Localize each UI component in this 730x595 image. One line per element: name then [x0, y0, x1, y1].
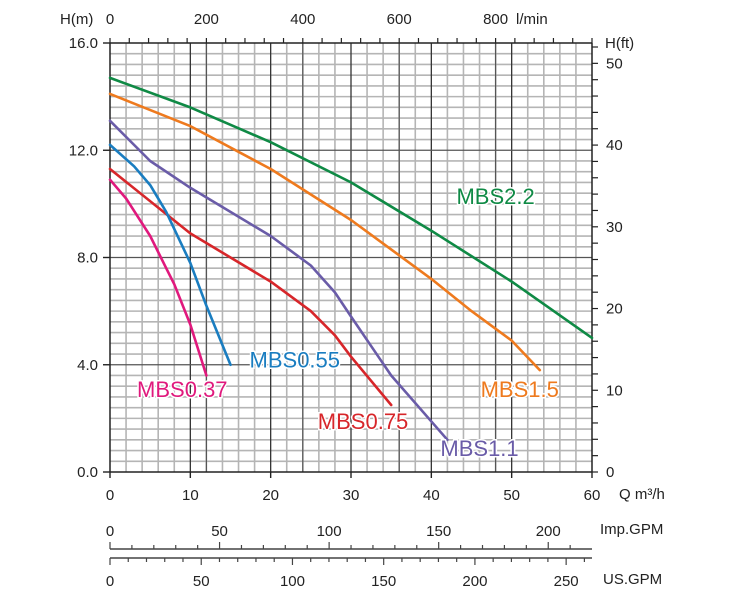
y-tick-label: 16.0 [69, 35, 98, 52]
x-tick-label: 10 [182, 487, 199, 504]
series-label-mbs1-1: MBS1.1 [440, 436, 518, 461]
series-label-mbs1-5: MBS1.5 [481, 377, 559, 402]
imp-gpm-tick-label: 100 [317, 523, 342, 540]
y-tick-label: 8.0 [77, 250, 98, 267]
us-gpm-tick-label: 200 [462, 573, 487, 590]
us-gpm-tick-label: 150 [371, 573, 396, 590]
top-tick-label: 400 [290, 11, 315, 28]
us-gpm-tick-label: 100 [280, 573, 305, 590]
x-tick-label: 40 [423, 487, 440, 504]
imp-gpm-axis-title: Imp.GPM [600, 521, 663, 538]
top-tick-label: 800 [483, 11, 508, 28]
us-gpm-tick-label: 0 [106, 573, 114, 590]
right-tick-label: 0 [606, 464, 614, 481]
x-tick-label: 60 [584, 487, 601, 504]
y-axis-title: H(m) [60, 11, 93, 28]
curve-mbs1-1 [108, 119, 449, 442]
x-tick-label: 0 [106, 487, 114, 504]
right-axis-title: H(ft) [605, 35, 634, 52]
y-tick-label: 12.0 [69, 142, 98, 159]
imp-gpm-tick-label: 150 [426, 523, 451, 540]
pump-curves [108, 76, 594, 442]
x-tick-label: 50 [503, 487, 520, 504]
curve-mbs0-75 [108, 167, 393, 407]
series-label-mbs0-75: MBS0.75 [318, 409, 409, 434]
imp-gpm-tick-label: 0 [106, 523, 114, 540]
curve-mbs2-2 [108, 76, 594, 340]
right-tick-label: 20 [606, 301, 623, 318]
us-gpm-tick-label: 50 [193, 573, 210, 590]
right-tick-label: 10 [606, 382, 623, 399]
x-tick-label: 20 [262, 487, 279, 504]
right-tick-label: 40 [606, 137, 623, 154]
x-tick-label: 30 [343, 487, 360, 504]
us-gpm-axis-title: US.GPM [603, 571, 662, 588]
series-label-mbs0-37: MBS0.37 [137, 377, 228, 402]
top-axis-title: l/min [516, 11, 548, 28]
y-tick-label: 4.0 [77, 357, 98, 374]
right-tick-label: 50 [606, 55, 623, 72]
top-tick-label: 600 [387, 11, 412, 28]
series-label-mbs2-2: MBS2.2 [456, 184, 534, 209]
us-gpm-tick-label: 250 [554, 573, 579, 590]
top-tick-label: 200 [194, 11, 219, 28]
x-axis-title: Q m³/h [619, 486, 665, 503]
y-tick-label: 0.0 [77, 464, 98, 481]
series-label-mbs0-55: MBS0.55 [250, 347, 341, 372]
top-tick-label: 0 [106, 11, 114, 28]
right-tick-label: 30 [606, 219, 623, 236]
curve-mbs0-37 [108, 178, 208, 377]
curve-mbs0-55 [108, 143, 232, 367]
curve-mbs1-5 [108, 92, 542, 372]
imp-gpm-tick-label: 50 [211, 523, 228, 540]
axes: 0.04.08.012.016.00 10 20 30 40 50 600 200 400 600… [69, 11, 623, 590]
labels: MBS2.2 MBS1.5 MBS1.1 MBS0.75 MBS0.55 MBS0.37 [136, 182, 561, 462]
imp-gpm-tick-label: 200 [536, 523, 561, 540]
